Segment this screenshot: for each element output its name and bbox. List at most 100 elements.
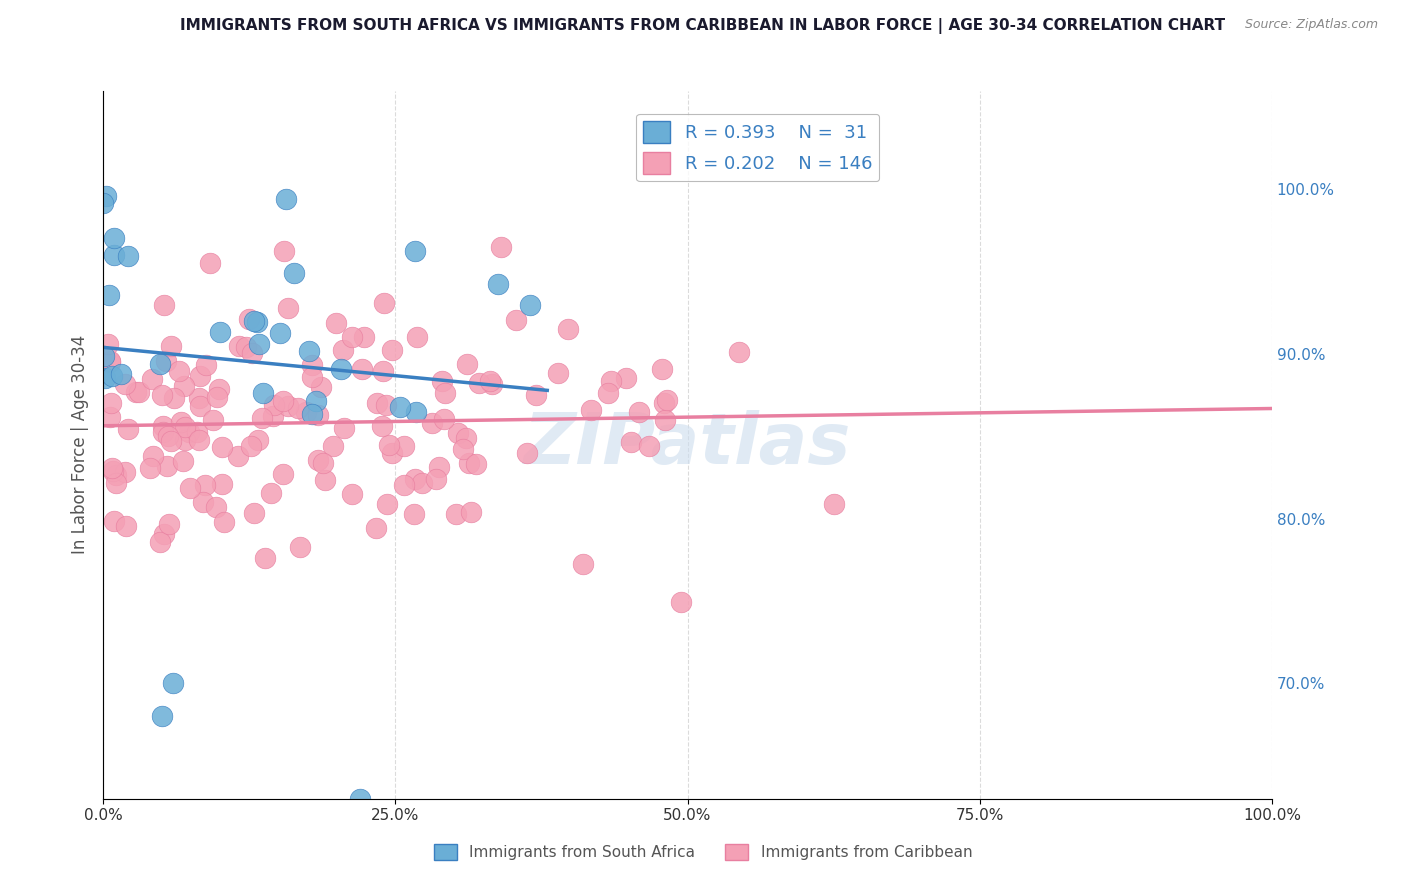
Point [464, 457, 486, 471]
Point [273, 244, 295, 258]
Point [375, 398, 398, 412]
Point [163, 391, 186, 405]
Point [141, 371, 163, 385]
Point [402, 508, 425, 522]
Y-axis label: In Labor Force | Age 30-34: In Labor Force | Age 30-34 [72, 335, 89, 554]
Point [453, 442, 475, 456]
Point [276, 192, 298, 206]
Point [114, 377, 136, 392]
Point [655, 392, 678, 407]
Point [823, 497, 845, 511]
Point [311, 380, 333, 394]
Point [153, 298, 176, 312]
Point [425, 472, 447, 486]
Point [228, 338, 250, 352]
Point [235, 340, 257, 354]
Point [295, 405, 318, 419]
Point [104, 476, 127, 491]
Point [160, 338, 183, 352]
Point [342, 487, 364, 501]
Point [305, 393, 328, 408]
Point [188, 400, 211, 414]
Point [404, 472, 426, 486]
Point [394, 478, 416, 492]
Point [115, 518, 138, 533]
Legend: R = 0.393    N =  31, R = 0.202    N = 146: R = 0.393 N = 31, R = 0.202 N = 146 [636, 114, 879, 181]
Point [188, 391, 211, 405]
Point [156, 428, 179, 442]
Point [433, 412, 456, 426]
Point [427, 460, 450, 475]
Point [103, 231, 125, 245]
Point [349, 791, 371, 805]
Point [247, 337, 270, 351]
Point [654, 413, 676, 427]
Point [254, 551, 277, 566]
Point [411, 475, 433, 490]
Point [212, 515, 235, 529]
Point [148, 357, 170, 371]
Point [366, 396, 388, 410]
Point [637, 440, 659, 454]
Point [392, 439, 415, 453]
Point [371, 364, 394, 378]
Point [188, 433, 211, 447]
Point [457, 456, 479, 470]
Point [381, 446, 404, 460]
Point [308, 408, 330, 422]
Point [198, 256, 221, 270]
Point [547, 366, 569, 380]
Point [614, 371, 637, 385]
Point [467, 376, 489, 390]
Point [157, 517, 180, 532]
Point [333, 421, 356, 435]
Point [432, 374, 454, 388]
Point [325, 316, 347, 330]
Point [245, 315, 267, 329]
Point [173, 379, 195, 393]
Point [329, 362, 352, 376]
Point [332, 343, 354, 357]
Point [381, 343, 404, 357]
Text: Source: ZipAtlas.com: Source: ZipAtlas.com [1244, 18, 1378, 31]
Point [138, 460, 160, 475]
Point [100, 395, 122, 409]
Point [651, 361, 673, 376]
Point [179, 481, 201, 495]
Point [170, 415, 193, 429]
Point [405, 330, 427, 344]
Point [103, 514, 125, 528]
Point [97, 336, 120, 351]
Point [110, 367, 132, 381]
Point [96, 188, 118, 202]
Point [301, 369, 323, 384]
Point [191, 495, 214, 509]
Point [301, 359, 323, 373]
Point [353, 330, 375, 344]
Point [478, 374, 501, 388]
Point [186, 425, 208, 439]
Point [262, 409, 284, 423]
Point [252, 385, 274, 400]
Point [298, 343, 321, 358]
Point [627, 405, 650, 419]
Point [150, 709, 173, 723]
Point [240, 346, 263, 360]
Point [671, 595, 693, 609]
Point [273, 467, 295, 481]
Point [152, 425, 174, 439]
Point [505, 312, 527, 326]
Point [194, 359, 217, 373]
Point [155, 354, 177, 368]
Point [101, 461, 124, 475]
Point [101, 368, 124, 383]
Point [290, 540, 312, 554]
Point [201, 413, 224, 427]
Point [242, 506, 264, 520]
Point [226, 449, 249, 463]
Point [179, 425, 201, 439]
Point [404, 244, 426, 258]
Point [156, 459, 179, 474]
Point [557, 322, 579, 336]
Point [444, 507, 467, 521]
